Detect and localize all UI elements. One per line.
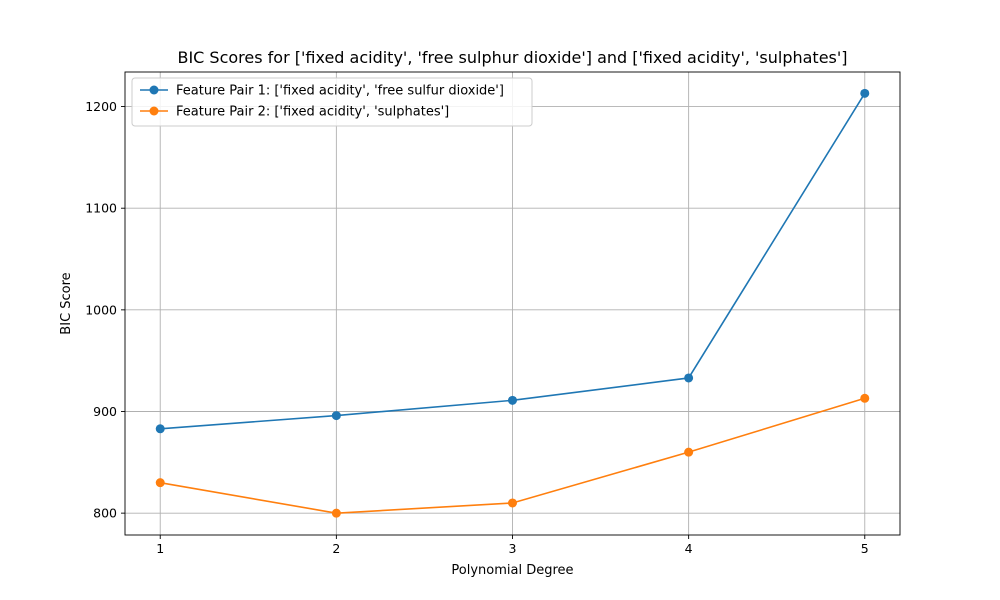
y-tick-label: 800 <box>93 506 117 521</box>
chart-title: BIC Scores for ['fixed acidity', 'free s… <box>177 48 847 67</box>
legend-item-1: Feature Pair 1: ['fixed acidity', 'free … <box>140 84 504 99</box>
ticks: 1 2 3 4 5 800 900 1000 1100 1200 <box>85 99 869 556</box>
series-2-point <box>508 498 517 508</box>
series-2 <box>155 393 870 518</box>
series-1-point <box>155 424 165 434</box>
series-1-point <box>508 395 517 405</box>
series-1-point <box>331 411 341 421</box>
x-axis-label: Polynomial Degree <box>451 563 573 578</box>
x-tick-label: 5 <box>861 541 869 556</box>
series-2-point <box>331 508 341 518</box>
legend: Feature Pair 1: ['fixed acidity', 'free … <box>131 77 533 127</box>
x-tick-label: 2 <box>332 541 340 556</box>
series-2-point <box>860 393 870 403</box>
legend-label: Feature Pair 1: ['fixed acidity', 'free … <box>176 84 504 99</box>
legend-item-2: Feature Pair 2: ['fixed acidity', 'sulph… <box>140 105 449 120</box>
x-tick-label: 4 <box>685 541 693 556</box>
series-layer <box>155 88 870 518</box>
x-tick-label: 1 <box>156 541 164 556</box>
y-tick-label: 1200 <box>85 99 117 114</box>
y-axis-label: BIC Score <box>59 272 74 334</box>
y-tick-label: 1100 <box>85 201 117 216</box>
legend-label: Feature Pair 2: ['fixed acidity', 'sulph… <box>176 105 449 120</box>
series-1-point <box>860 88 870 98</box>
series-2-point <box>155 478 165 488</box>
x-tick-label: 3 <box>509 541 517 556</box>
series-1-point <box>684 373 694 383</box>
series-2-point <box>684 447 694 457</box>
y-tick-label: 1000 <box>85 302 117 317</box>
series-1 <box>155 88 870 434</box>
y-tick-label: 900 <box>93 404 117 419</box>
legend-box <box>131 77 533 127</box>
legend-swatch-marker <box>149 106 159 116</box>
legend-swatch-marker <box>149 85 159 95</box>
